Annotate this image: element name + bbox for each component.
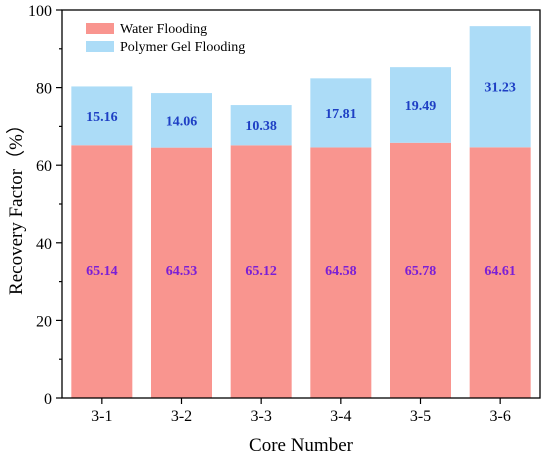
x-tick-label-3-1: 3-1 [91, 408, 112, 425]
data-label-water-flooding-3-3: 65.12 [245, 264, 277, 279]
bar-polymer-gel-flooding-3-4 [310, 78, 372, 148]
axes-layer: 3-1 3-2 3-3 3-4 3-5 3-6 0 20 40 60 80 100 [28, 3, 511, 425]
data-label-polymer-gel-flooding-3-2: 14.06 [166, 114, 198, 129]
legend: Water Flooding Polymer Gel Flooding [86, 22, 245, 55]
bars-layer [71, 26, 531, 398]
legend-swatch-polymer-gel-flooding [86, 41, 114, 52]
y-tick-label-40: 40 [36, 236, 52, 253]
y-tick-label-0: 0 [44, 391, 52, 408]
data-label-polymer-gel-flooding-3-3: 10.38 [245, 119, 277, 134]
data-labels-layer: 65.14 15.16 64.53 14.06 65.12 10.38 64.58 17.81… [86, 81, 516, 279]
data-label-water-flooding-3-1: 65.14 [86, 264, 118, 279]
legend-label-water-flooding: Water Flooding [120, 22, 207, 37]
bar-polymer-gel-flooding-3-1 [71, 86, 133, 146]
bar-polymer-gel-flooding-3-6 [469, 26, 531, 148]
bar-polymer-gel-flooding-3-2 [151, 93, 212, 148]
y-axis-title: Recovery Factor（%） [5, 115, 27, 295]
bar-water-flooding-3-5 [390, 142, 451, 398]
plot-frame [61, 9, 541, 399]
x-tick-label-3-3: 3-3 [251, 408, 272, 425]
data-label-water-flooding-3-6: 64.61 [484, 264, 516, 279]
y-tick-label-60: 60 [36, 158, 52, 175]
bar-water-flooding-3-3 [230, 145, 292, 398]
x-tick-label-3-6: 3-6 [490, 408, 511, 425]
bar-water-flooding-3-1 [71, 145, 133, 398]
data-label-polymer-gel-flooding-3-6: 31.23 [484, 81, 516, 96]
data-label-water-flooding-3-4: 64.58 [325, 264, 357, 279]
bar-polymer-gel-flooding-3-3 [230, 105, 292, 146]
legend-label-polymer-gel-flooding: Polymer Gel Flooding [120, 40, 245, 55]
data-label-polymer-gel-flooding-3-4: 17.81 [325, 107, 357, 122]
bar-polymer-gel-flooding-3-5 [390, 67, 451, 143]
data-label-water-flooding-3-5: 65.78 [405, 264, 437, 279]
data-label-polymer-gel-flooding-3-5: 19.49 [405, 99, 437, 114]
bar-water-flooding-3-2 [151, 147, 212, 398]
x-tick-label-3-2: 3-2 [171, 408, 192, 425]
x-axis-title: Core Number [249, 435, 354, 456]
y-tick-label-80: 80 [36, 81, 52, 98]
x-tick-label-3-4: 3-4 [330, 408, 351, 425]
bar-water-flooding-3-6 [469, 147, 531, 398]
y-tick-label-20: 20 [36, 313, 52, 330]
data-label-water-flooding-3-2: 64.53 [166, 264, 198, 279]
bar-water-flooding-3-4 [310, 147, 372, 398]
data-label-polymer-gel-flooding-3-1: 15.16 [86, 110, 118, 125]
y-tick-label-100: 100 [28, 3, 52, 20]
x-tick-label-3-5: 3-5 [410, 408, 431, 425]
legend-swatch-water-flooding [86, 23, 114, 34]
